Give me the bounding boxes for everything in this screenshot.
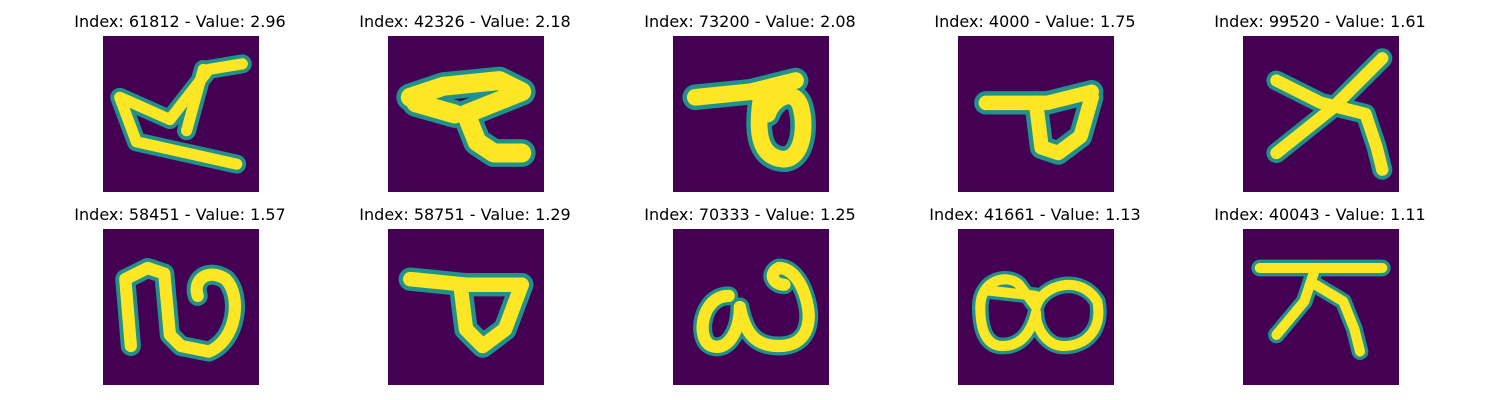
glyph-image (673, 229, 829, 385)
panel-title: Index: 61812 - Value: 2.96 (74, 12, 286, 31)
glyph-image (1243, 36, 1399, 192)
image-panel: Index: 4000 - Value: 1.75 (905, 12, 1165, 192)
image-panel: Index: 70333 - Value: 1.25 (620, 205, 880, 385)
panel-title: Index: 42326 - Value: 2.18 (359, 12, 571, 31)
panel-title: Index: 58751 - Value: 1.29 (359, 205, 571, 224)
panel-title: Index: 73200 - Value: 2.08 (644, 12, 856, 31)
image-panel: Index: 42326 - Value: 2.18 (335, 12, 595, 192)
image-panel: Index: 41661 - Value: 1.13 (905, 205, 1165, 385)
panel-title: Index: 4000 - Value: 1.75 (934, 12, 1136, 31)
glyph-image (103, 36, 259, 192)
glyph-image (388, 229, 544, 385)
image-panel: Index: 99520 - Value: 1.61 (1190, 12, 1450, 192)
glyph-image (103, 229, 259, 385)
glyph-image (388, 36, 544, 192)
glyph-image (1243, 229, 1399, 385)
glyph-image (673, 36, 829, 192)
image-panel: Index: 61812 - Value: 2.96 (50, 12, 310, 192)
glyph-image (958, 229, 1114, 385)
panel-title: Index: 99520 - Value: 1.61 (1214, 12, 1426, 31)
image-panel: Index: 58751 - Value: 1.29 (335, 205, 595, 385)
panel-title: Index: 41661 - Value: 1.13 (929, 205, 1141, 224)
panel-title: Index: 40043 - Value: 1.11 (1214, 205, 1426, 224)
panel-title: Index: 58451 - Value: 1.57 (74, 205, 286, 224)
image-panel: Index: 40043 - Value: 1.11 (1190, 205, 1450, 385)
image-panel: Index: 58451 - Value: 1.57 (50, 205, 310, 385)
image-panel: Index: 73200 - Value: 2.08 (620, 12, 880, 192)
panel-title: Index: 70333 - Value: 1.25 (644, 205, 856, 224)
glyph-image (958, 36, 1114, 192)
